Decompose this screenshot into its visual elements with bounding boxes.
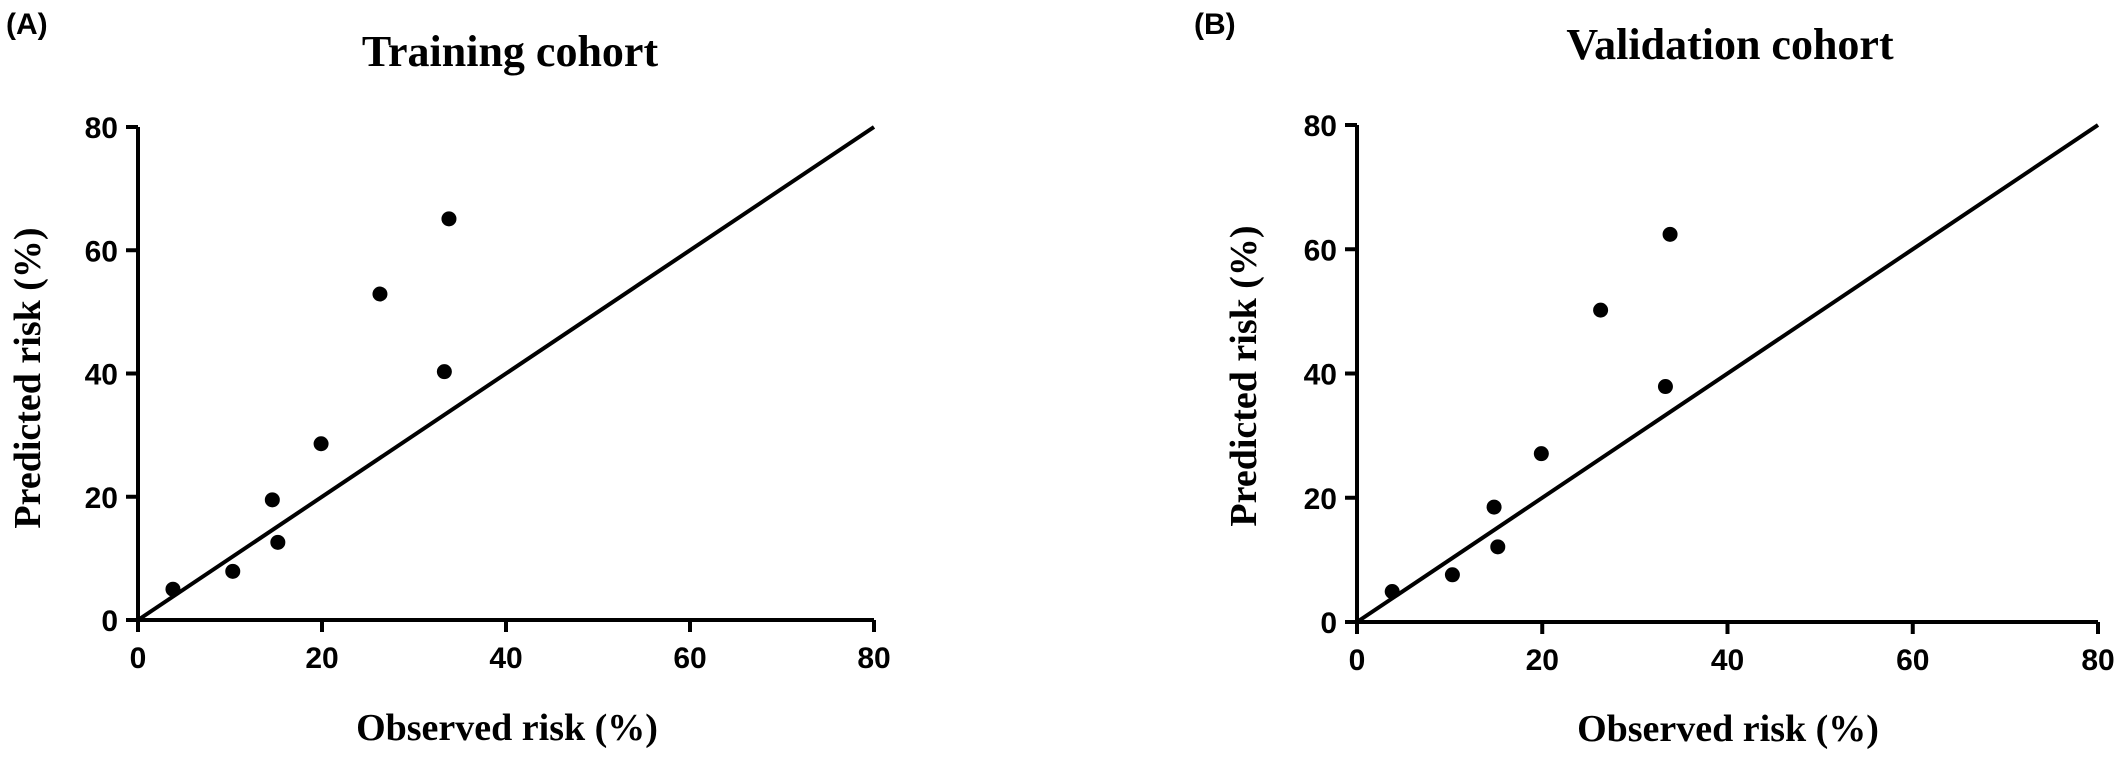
- data-point: [1657, 379, 1673, 395]
- reference-line: [136, 125, 876, 622]
- x-tick-label: 40: [489, 642, 522, 675]
- y-tick-label: 0: [101, 605, 118, 638]
- x-tick-label: 0: [130, 642, 147, 675]
- panel-letter: (A): [6, 8, 48, 41]
- y-tick-label: 60: [85, 235, 118, 268]
- data-point: [225, 563, 241, 579]
- x-tick-label: 60: [673, 642, 706, 675]
- y-tick-label: 60: [1304, 234, 1337, 267]
- y-axis-label: Predicted risk (%): [1223, 225, 1265, 526]
- data-point: [1384, 584, 1400, 600]
- reference-line: [1355, 123, 2100, 624]
- data-point: [1444, 567, 1460, 583]
- panel-training: (A) Training cohort Observed risk (%) Pr…: [6, 8, 891, 749]
- x-tick-label: 0: [1349, 644, 1366, 677]
- x-axis-label: Observed risk (%): [1577, 708, 1879, 750]
- panel-validation: (B) Validation cohort Observed risk (%) …: [1194, 8, 2115, 750]
- x-tick-label: 80: [2081, 644, 2114, 677]
- y-tick-label: 80: [85, 112, 118, 145]
- data-point: [372, 286, 388, 302]
- x-axis-label: Observed risk (%): [356, 707, 658, 749]
- data-point: [1490, 539, 1506, 555]
- data-point: [1662, 226, 1678, 242]
- data-point: [1593, 302, 1609, 318]
- chart-title: Validation cohort: [1566, 20, 1894, 69]
- data-point: [1533, 446, 1549, 462]
- data-point: [165, 581, 181, 597]
- panel-letter: (B): [1194, 8, 1236, 41]
- y-tick-label: 0: [1320, 607, 1337, 640]
- chart-title: Training cohort: [362, 27, 659, 76]
- data-point: [436, 364, 452, 380]
- x-tick-label: 20: [305, 642, 338, 675]
- x-tick-label: 20: [1526, 644, 1559, 677]
- data-point: [270, 534, 286, 550]
- data-point: [264, 492, 280, 508]
- y-tick-label: 20: [1304, 483, 1337, 516]
- y-tick-label: 40: [85, 359, 118, 392]
- x-tick-label: 60: [1896, 644, 1929, 677]
- plot-area: 0 20 40 60 80 0 20 40 60 80: [85, 112, 891, 675]
- x-tick-label: 40: [1711, 644, 1744, 677]
- y-tick-label: 20: [85, 482, 118, 515]
- plot-area: 0 20 40 60 80 0 20 40 60 80: [1304, 110, 2115, 677]
- data-point: [441, 211, 457, 227]
- data-point: [1486, 499, 1502, 515]
- data-point: [313, 436, 329, 452]
- y-tick-label: 40: [1304, 359, 1337, 392]
- y-tick-label: 80: [1304, 110, 1337, 143]
- y-axis-label: Predicted risk (%): [7, 227, 49, 528]
- x-tick-label: 80: [857, 642, 890, 675]
